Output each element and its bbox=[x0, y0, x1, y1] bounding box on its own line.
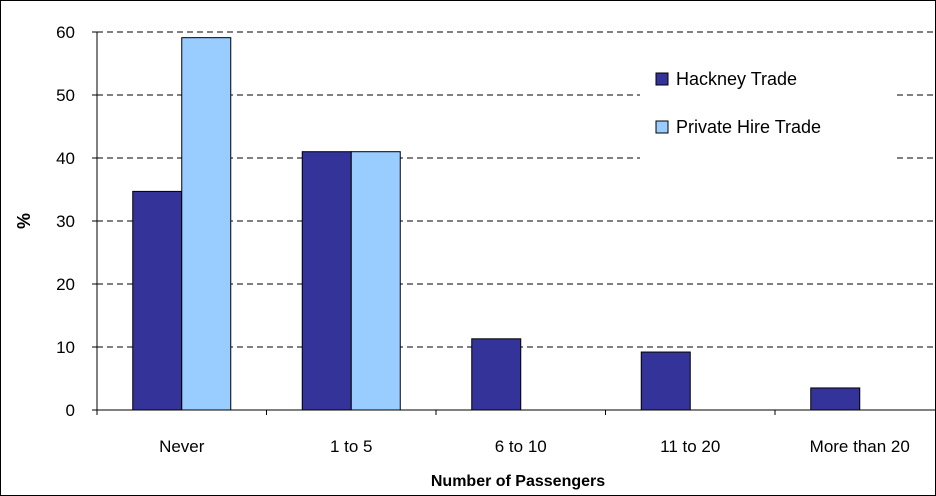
legend-swatch-hackney bbox=[655, 72, 669, 86]
bar-hackney bbox=[810, 387, 861, 411]
legend-label-private-hire: Private Hire Trade bbox=[676, 117, 821, 137]
y-tick-label: 40 bbox=[56, 149, 75, 168]
legend: Hackney Trade Private Hire Trade bbox=[640, 58, 896, 160]
bar-hackney bbox=[640, 351, 691, 411]
y-tick-label: 30 bbox=[56, 212, 75, 231]
legend-label-hackney: Hackney Trade bbox=[676, 69, 797, 89]
y-tick-label: 10 bbox=[56, 338, 75, 357]
bar-hackney bbox=[132, 190, 183, 411]
legend-swatch-private-hire bbox=[655, 120, 669, 134]
x-tick-label: 6 to 10 bbox=[495, 437, 547, 456]
bars bbox=[132, 37, 861, 411]
y-tick-label: 50 bbox=[56, 86, 75, 105]
bar-private-hire bbox=[181, 37, 232, 411]
gridlines bbox=[97, 31, 936, 348]
x-tick-label: 1 to 5 bbox=[330, 437, 373, 456]
y-tick-label: 60 bbox=[56, 23, 75, 42]
y-axis-title: % bbox=[14, 213, 34, 229]
legend-bg bbox=[640, 58, 896, 160]
y-tick-label: 20 bbox=[56, 275, 75, 294]
x-tick-label: Never bbox=[159, 437, 205, 456]
bar-hackney bbox=[301, 151, 352, 411]
bar-private-hire bbox=[350, 151, 401, 411]
bar-hackney bbox=[471, 338, 522, 411]
y-tick-labels: 0 10 20 30 40 50 60 bbox=[56, 23, 97, 420]
x-tick-labels: Never 1 to 5 6 to 10 11 to 20 More than 20 bbox=[96, 410, 910, 456]
x-tick-label: More than 20 bbox=[810, 437, 910, 456]
y-tick-label: 0 bbox=[66, 401, 75, 420]
x-axis-title: Number of Passengers bbox=[431, 473, 605, 490]
x-tick-label: 11 to 20 bbox=[660, 437, 720, 456]
